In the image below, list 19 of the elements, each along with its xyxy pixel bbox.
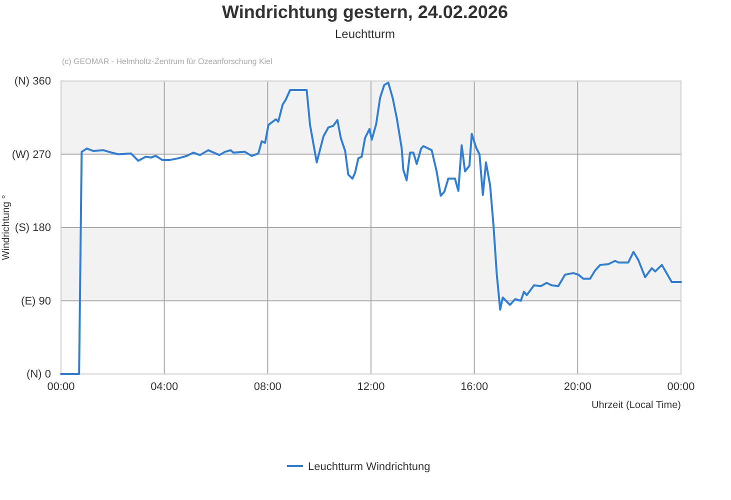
y-tick-label: (E) 90 [21, 295, 51, 308]
x-tick-label: 08:00 [254, 380, 282, 393]
y-tick-label: (W) 270 [12, 148, 51, 161]
y-axis-title: Windrichtung ° [1, 194, 12, 260]
x-tick-label: 04:00 [150, 380, 178, 393]
chart-title: Windrichtung gestern, 24.02.2026 [222, 2, 508, 22]
y-tick-label: (N) 360 [14, 76, 51, 88]
text: (c) GEOMAR - Helmholtz-Zentrum für Ozeanforschung Kiel [62, 57, 273, 66]
y-tick-label: (N) 0 [26, 368, 51, 381]
x-tick-label: 12:00 [357, 380, 385, 393]
x-axis-title: Uhrzeit (Local Time) [592, 400, 681, 411]
line-series [60, 82, 682, 375]
x-tick-label: 00:00 [667, 380, 695, 393]
legend-label: Leuchtturm Windrichtung [308, 461, 430, 473]
y-tick-label: (S) 180 [14, 222, 51, 234]
x-tick-label: 20:00 [564, 380, 592, 393]
x-tick-label: 00:00 [47, 380, 75, 393]
chart-subtitle: Leuchtturm [334, 27, 396, 41]
x-tick-label: 16:00 [460, 380, 488, 393]
